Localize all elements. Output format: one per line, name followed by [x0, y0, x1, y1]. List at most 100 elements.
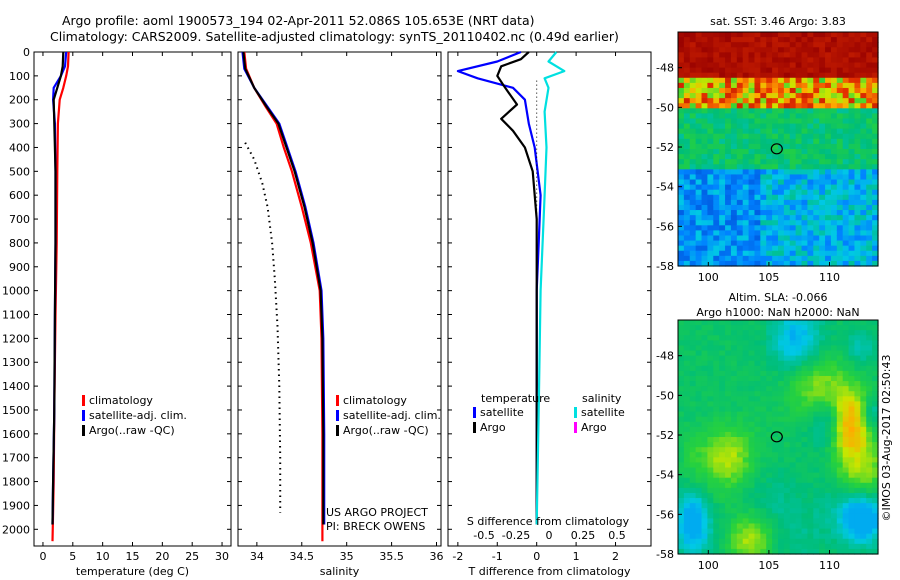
map-cell: [778, 498, 785, 504]
map-cell: [860, 548, 867, 555]
map-cell: [683, 513, 691, 519]
map-cell: [730, 518, 738, 525]
map-cell: [766, 210, 773, 216]
map-cell: [819, 335, 826, 341]
map-cell: [736, 52, 744, 59]
map-cell: [860, 77, 867, 84]
map-cell: [842, 255, 850, 262]
map-cell: [819, 164, 826, 170]
map-cell: [825, 154, 832, 160]
map-cell: [783, 467, 791, 474]
map-cell: [836, 118, 844, 125]
map-cell: [842, 103, 850, 109]
map-cell: [683, 225, 691, 231]
map-cell: [760, 381, 767, 387]
map-cell: [683, 199, 691, 206]
map-cell: [742, 411, 750, 418]
map-cell: [748, 487, 756, 494]
map-cell: [848, 42, 856, 48]
map-cell: [772, 230, 779, 237]
map-cell: [719, 225, 726, 231]
map-cell: [836, 138, 844, 145]
map-cell: [836, 437, 844, 443]
map-cell: [854, 123, 861, 130]
map-cell: [872, 543, 879, 550]
map-cell: [783, 164, 791, 170]
map-cell: [795, 406, 803, 413]
map-cell: [678, 133, 685, 140]
map-cell: [813, 508, 820, 514]
legend-label: Argo: [480, 421, 506, 434]
map-cell: [736, 32, 744, 38]
map-cell: [766, 204, 773, 211]
map-cell: [689, 457, 697, 464]
map-cell: [789, 138, 797, 145]
map-cell: [701, 138, 709, 145]
map-cell: [736, 533, 744, 540]
map-cell: [848, 260, 856, 267]
map-cell: [836, 487, 844, 494]
map-cell: [678, 548, 685, 555]
map-cell: [695, 123, 703, 130]
map-cell: [730, 164, 738, 170]
map-cell: [772, 467, 779, 474]
map-cell: [701, 543, 709, 550]
map-cell: [830, 431, 838, 438]
map-cell: [754, 215, 761, 221]
map-cell: [848, 467, 856, 474]
map-cell: [866, 143, 873, 150]
map-cell: [830, 230, 838, 237]
map-cell: [778, 42, 785, 48]
map-cell: [872, 174, 879, 181]
map-cell: [695, 179, 703, 186]
map-cell: [825, 77, 832, 84]
map-cell: [801, 375, 809, 382]
map-cell: [819, 467, 826, 474]
map-cell: [760, 210, 767, 216]
map-cell: [789, 225, 797, 231]
map-cell: [795, 320, 803, 326]
map-cell: [836, 548, 844, 555]
map-cell: [736, 462, 744, 469]
map-cell: [736, 513, 744, 519]
map-cell: [783, 225, 791, 231]
map-cell: [795, 330, 803, 336]
map-cell: [783, 138, 791, 145]
map-cell: [760, 149, 767, 155]
map-cell: [807, 543, 814, 550]
map-cell: [678, 77, 685, 84]
map-cell: [872, 452, 879, 458]
map-cell: [789, 159, 797, 165]
map-cell: [860, 174, 867, 181]
y-tick-label: 1400: [2, 380, 30, 393]
map-cell: [760, 225, 767, 231]
map-cell: [842, 437, 850, 443]
map-cell: [760, 467, 767, 474]
map-cell: [807, 179, 814, 186]
map-cell: [730, 538, 738, 545]
map-cell: [848, 386, 856, 392]
map-cell: [807, 523, 814, 530]
legend-title: temperature: [481, 392, 550, 405]
map-cell: [766, 230, 773, 237]
map-cell: [742, 426, 750, 433]
map-cell: [701, 370, 709, 377]
map-cell: [725, 37, 732, 43]
map-cell: [819, 386, 826, 392]
map-cell: [701, 230, 709, 237]
map-cell: [713, 431, 720, 438]
map-cell: [678, 452, 685, 458]
map-cell: [707, 225, 714, 231]
map-cell: [854, 154, 861, 160]
map-cell: [760, 230, 767, 237]
map-cell: [689, 67, 697, 74]
map-cell: [836, 325, 844, 331]
map-cell: [736, 492, 744, 499]
map-cell: [854, 538, 861, 545]
map-cell: [719, 487, 726, 494]
map-cell: [748, 355, 756, 362]
map-cell: [760, 199, 767, 206]
map-cell: [872, 365, 879, 372]
map-cell: [707, 149, 714, 155]
map-cell: [830, 498, 838, 504]
